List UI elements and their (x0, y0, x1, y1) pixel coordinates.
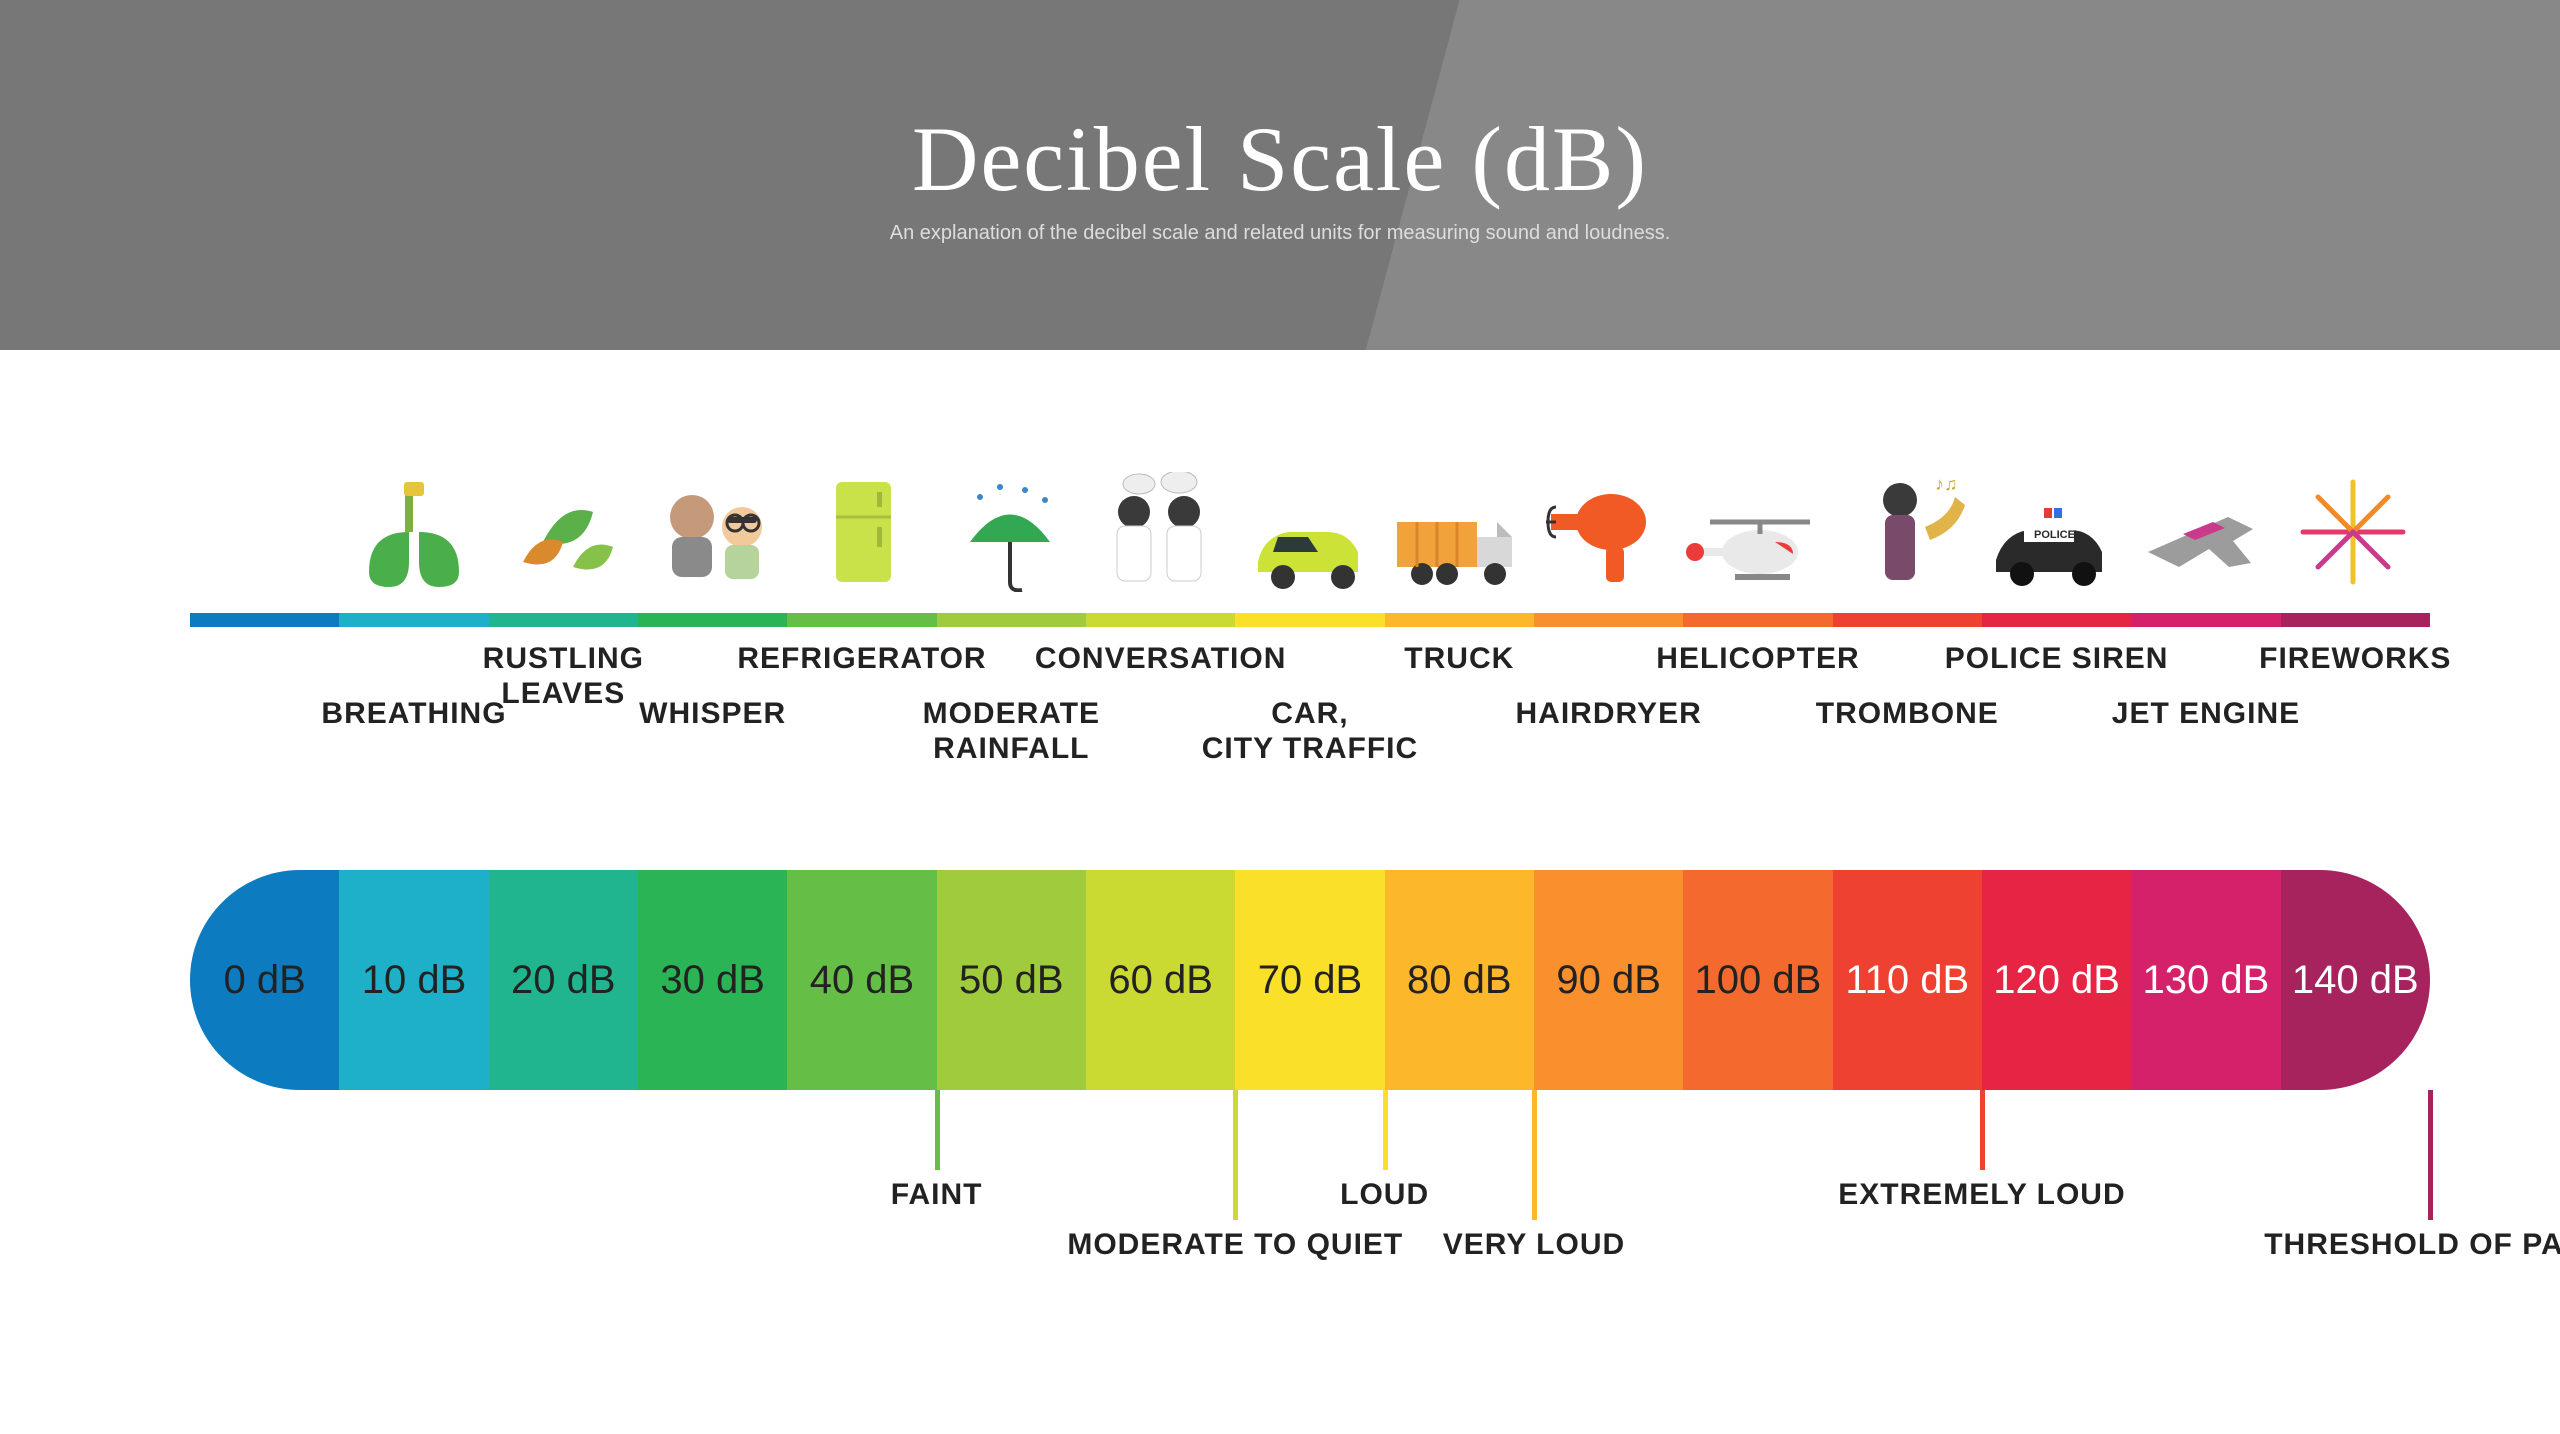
header-banner: Decibel Scale (dB) An explanation of the… (0, 0, 2560, 350)
bar-segment (937, 613, 1086, 627)
bar-segment (190, 613, 339, 627)
helicopter-icon (1680, 390, 1830, 600)
bar-segment (638, 613, 787, 627)
car-icon (1233, 390, 1382, 600)
threshold-tick (1532, 1090, 1537, 1220)
trombone-icon: ♪♫ (1830, 390, 1979, 600)
db-segment: 100 dB (1683, 870, 1832, 1090)
bar-segment (787, 613, 936, 627)
db-segment: 130 dB (2131, 870, 2280, 1090)
bar-segment (2131, 613, 2280, 627)
truck-icon (1382, 390, 1531, 600)
threshold-tick (2428, 1090, 2433, 1220)
example-label: Conversation (1035, 642, 1286, 677)
example-label: Refrigerator (737, 642, 986, 677)
example-label: Car, City Traffic (1202, 697, 1418, 766)
example-label: Breathing (321, 697, 506, 732)
db-segment: 50 dB (937, 870, 1086, 1090)
threshold-label: Faint (891, 1178, 983, 1212)
db-segment: 80 dB (1385, 870, 1534, 1090)
police-icon: POLICE (1979, 390, 2128, 600)
page-title: Decibel Scale (dB) (912, 106, 1648, 212)
example-label: Whisper (639, 697, 786, 732)
whisper-icon (637, 390, 786, 600)
bar-segment (1534, 613, 1683, 627)
example-labels: BreathingRustling LeavesWhisper Refrigera… (190, 642, 2430, 802)
bar-segment (1385, 613, 1534, 627)
db-segment: 10 dB (339, 870, 488, 1090)
example-label: Trombone (1816, 697, 1999, 732)
lungs-icon (339, 390, 488, 600)
example-label: Hairdryer (1516, 697, 1702, 732)
threshold-tick (1383, 1090, 1388, 1170)
hairdryer-icon (1531, 390, 1680, 600)
jet-icon (2128, 390, 2278, 600)
infographic-body: ♪♫ POLICE BreathingRustling LeavesWhisper… (0, 350, 2560, 1434)
db-segment: 140 dB (2281, 870, 2430, 1090)
leaves-icon (488, 390, 637, 600)
umbrella-icon (935, 390, 1084, 600)
example-label: Moderate Rainfall (923, 697, 1100, 766)
db-segment: 70 dB (1235, 870, 1384, 1090)
db-segment: 120 dB (1982, 870, 2131, 1090)
top-gradient-bar (190, 613, 2430, 627)
example-icons-row: ♪♫ POLICE (190, 390, 2430, 600)
example-label: Helicopter (1656, 642, 1859, 677)
bar-segment (1235, 613, 1384, 627)
db-segment: 20 dB (489, 870, 638, 1090)
bar-segment (339, 613, 488, 627)
example-label: Fireworks (2259, 642, 2451, 677)
bar-segment (1683, 613, 1832, 627)
threshold-tick (935, 1090, 940, 1170)
db-segment: 0 dB (190, 870, 339, 1090)
threshold-label: Moderate to Quiet (1067, 1228, 1403, 1262)
db-segment: 40 dB (787, 870, 936, 1090)
db-segment: 90 dB (1534, 870, 1683, 1090)
fireworks-icon (2278, 390, 2427, 600)
threshold-tick (1233, 1090, 1238, 1220)
bar-segment (489, 613, 638, 627)
conversation-icon (1084, 390, 1233, 600)
example-label: Police Siren (1945, 642, 2169, 677)
db-segment: 60 dB (1086, 870, 1235, 1090)
svg-text:POLICE: POLICE (2034, 529, 2075, 541)
example-label: Jet Engine (2112, 697, 2300, 732)
example-label: Rustling Leaves (483, 642, 644, 711)
svg-text:♪♫: ♪♫ (1935, 474, 1958, 494)
bar-segment (1982, 613, 2131, 627)
bar-segment (1833, 613, 1982, 627)
threshold-label: Threshold of Pain (2264, 1228, 2560, 1262)
bar-segment (1086, 613, 1235, 627)
fridge-icon (786, 390, 935, 600)
threshold-label: Loud (1340, 1178, 1429, 1212)
icon-slot (190, 390, 339, 600)
db-segment: 30 dB (638, 870, 787, 1090)
example-label: Truck (1404, 642, 1514, 677)
page-subtitle: An explanation of the decibel scale and … (890, 222, 1671, 245)
decibel-scale-pill: 0 dB10 dB20 dB30 dB40 dB50 dB60 dB70 dB8… (190, 870, 2430, 1090)
db-segment: 110 dB (1833, 870, 1982, 1090)
threshold-ticks: Faint Moderate to Quiet Loud Very Loud Extre… (190, 1090, 2430, 1290)
threshold-label: Extremely Loud (1838, 1178, 2125, 1212)
threshold-tick (1980, 1090, 1985, 1170)
threshold-label: Very Loud (1443, 1228, 1625, 1262)
bar-segment (2281, 613, 2430, 627)
